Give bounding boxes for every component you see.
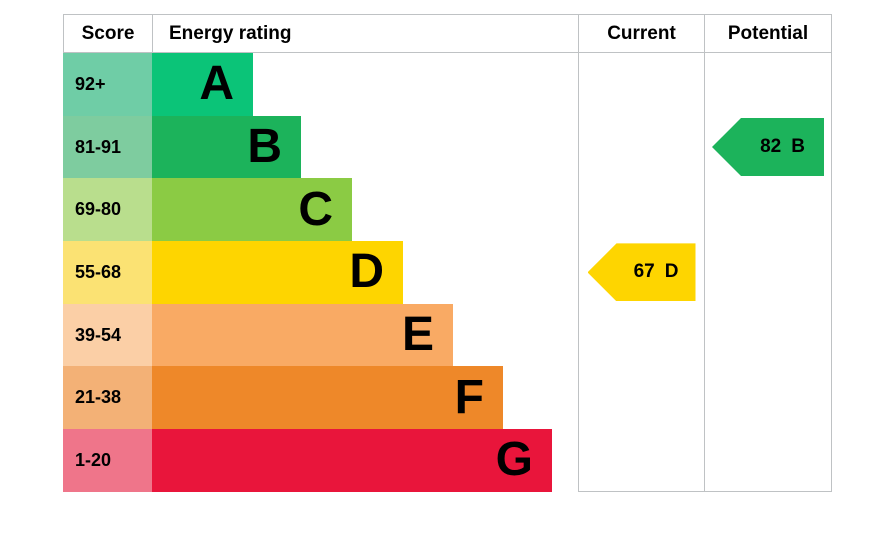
potential-column: Potential 82 B — [704, 15, 832, 492]
band-score-range-g: 1-20 — [63, 429, 152, 492]
current-slot-g — [579, 429, 704, 491]
band-bar-a: A — [152, 53, 253, 116]
potential-header: Potential — [705, 15, 831, 53]
potential-rating-arrow: 82 B — [712, 118, 824, 177]
current-header: Current — [579, 15, 704, 53]
current-band-letter: D — [664, 261, 679, 283]
rating-bands: 92+ A 81-91 B 69-80 C 55-68 D 39-54 E 21-38 F 1-20 G — [63, 53, 578, 492]
current-slots: 67 D — [579, 53, 704, 491]
current-slot-e — [579, 304, 704, 367]
band-score-range-e: 39-54 — [63, 303, 152, 367]
band-bar-e: E — [152, 303, 453, 367]
band-row-f: 21-38 F — [63, 366, 578, 430]
band-bar-c: C — [152, 178, 352, 242]
potential-slots: 82 B — [705, 53, 831, 491]
band-bar-g: G — [152, 429, 552, 492]
current-slot-f — [579, 366, 704, 429]
current-slot-b — [579, 116, 704, 179]
potential-slot-e — [705, 304, 831, 367]
band-row-d: 55-68 D — [63, 241, 578, 304]
band-score-range-c: 69-80 — [63, 178, 152, 242]
potential-slot-a — [705, 53, 831, 116]
potential-band-letter: B — [791, 136, 805, 158]
band-score-range-a: 92+ — [63, 53, 152, 116]
potential-slot-f — [705, 366, 831, 429]
energy-rating-header: Energy rating — [169, 22, 292, 44]
potential-slot-c — [705, 178, 831, 241]
score-header: Score — [64, 15, 153, 52]
band-row-g: 1-20 G — [63, 429, 578, 492]
band-row-b: 81-91 B — [63, 115, 578, 179]
band-score-range-d: 55-68 — [63, 241, 152, 304]
left-header-row: Score Energy rating — [63, 15, 578, 53]
current-slot-a — [579, 53, 704, 116]
current-score-value: 67 — [633, 261, 655, 283]
score-and-rating-column: Score Energy rating 92+ A 81-91 B 69-80 C 55-6… — [63, 15, 578, 492]
band-bar-b: B — [152, 115, 301, 179]
potential-slot-d — [705, 241, 831, 304]
band-row-a: 92+ A — [63, 53, 578, 116]
potential-slot-g — [705, 429, 831, 491]
band-score-range-b: 81-91 — [63, 115, 152, 179]
band-row-e: 39-54 E — [63, 303, 578, 367]
band-row-c: 69-80 C — [63, 178, 578, 242]
potential-slot-b: 82 B — [705, 116, 831, 179]
current-slot-d: 67 D — [579, 241, 704, 304]
current-rating-arrow: 67 D — [587, 243, 696, 302]
band-bar-f: F — [152, 366, 503, 430]
band-bar-d: D — [152, 241, 403, 304]
current-column: Current 67 D — [578, 15, 704, 492]
epc-table: Score Energy rating 92+ A 81-91 B 69-80 C 55-6… — [63, 14, 832, 492]
band-score-range-f: 21-38 — [63, 366, 152, 430]
current-slot-c — [579, 178, 704, 241]
potential-score-value: 82 — [760, 136, 782, 158]
